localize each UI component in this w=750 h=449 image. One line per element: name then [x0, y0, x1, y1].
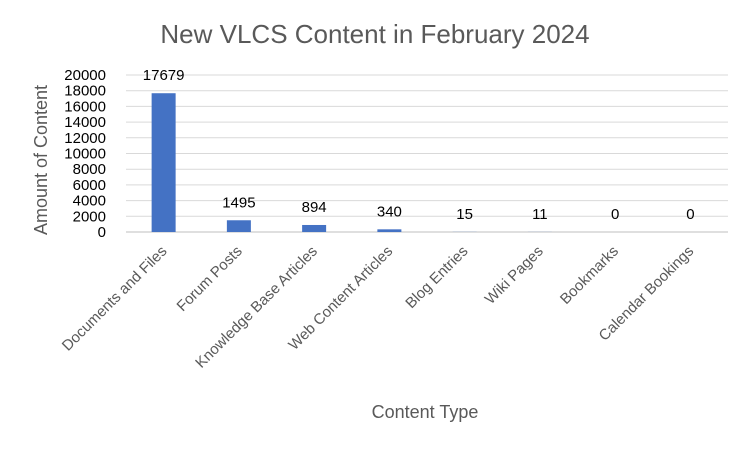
data-label: 1495: [222, 194, 255, 211]
x-tick-label: Forum Posts: [174, 243, 246, 315]
data-labels: 17679 1495 894 340 15 11 0 0: [143, 67, 695, 223]
y-tick-label: 2000: [73, 208, 106, 225]
data-label: 11: [532, 206, 548, 223]
bar: [226, 220, 251, 232]
data-label: 0: [611, 206, 619, 223]
bar: [302, 224, 327, 232]
data-label: 340: [377, 203, 402, 220]
x-tick-label: Knowledge Base Articles: [192, 243, 321, 372]
data-label: 17679: [143, 67, 185, 84]
y-tick-label: 20000: [64, 67, 106, 84]
x-axis-ticks: Documents and Files Forum PostsKnowledge …: [59, 243, 697, 372]
y-tick-label: 8000: [73, 161, 106, 178]
data-label: 894: [302, 199, 327, 216]
y-tick-label: 6000: [73, 177, 106, 194]
bar: [151, 93, 176, 232]
data-label: 15: [456, 206, 473, 223]
y-tick-label: 10000: [64, 146, 106, 163]
y-tick-label: 12000: [64, 130, 106, 147]
data-label: 0: [686, 206, 694, 223]
x-tick-label: Documents and Files: [59, 243, 171, 355]
x-axis-title: Content Type: [372, 402, 479, 422]
chart-title: New VLCS Content in February 2024: [160, 19, 589, 49]
y-tick-label: 0: [98, 224, 106, 241]
gridlines: [126, 74, 728, 233]
y-axis-title: Amount of Content: [31, 85, 51, 235]
bars: [151, 93, 552, 232]
y-tick-label: 4000: [73, 193, 106, 210]
bar: [377, 229, 402, 232]
x-tick-label: Blog Entries: [402, 243, 471, 312]
y-tick-label: 16000: [64, 98, 106, 115]
y-tick-label: 14000: [64, 114, 106, 131]
x-tick-label: Wiki Pages: [482, 243, 547, 308]
y-axis-ticks: 0200040006000800010000120001400016000180…: [64, 67, 106, 241]
y-tick-label: 18000: [64, 83, 106, 100]
x-tick-label: Bookmarks: [557, 243, 622, 308]
